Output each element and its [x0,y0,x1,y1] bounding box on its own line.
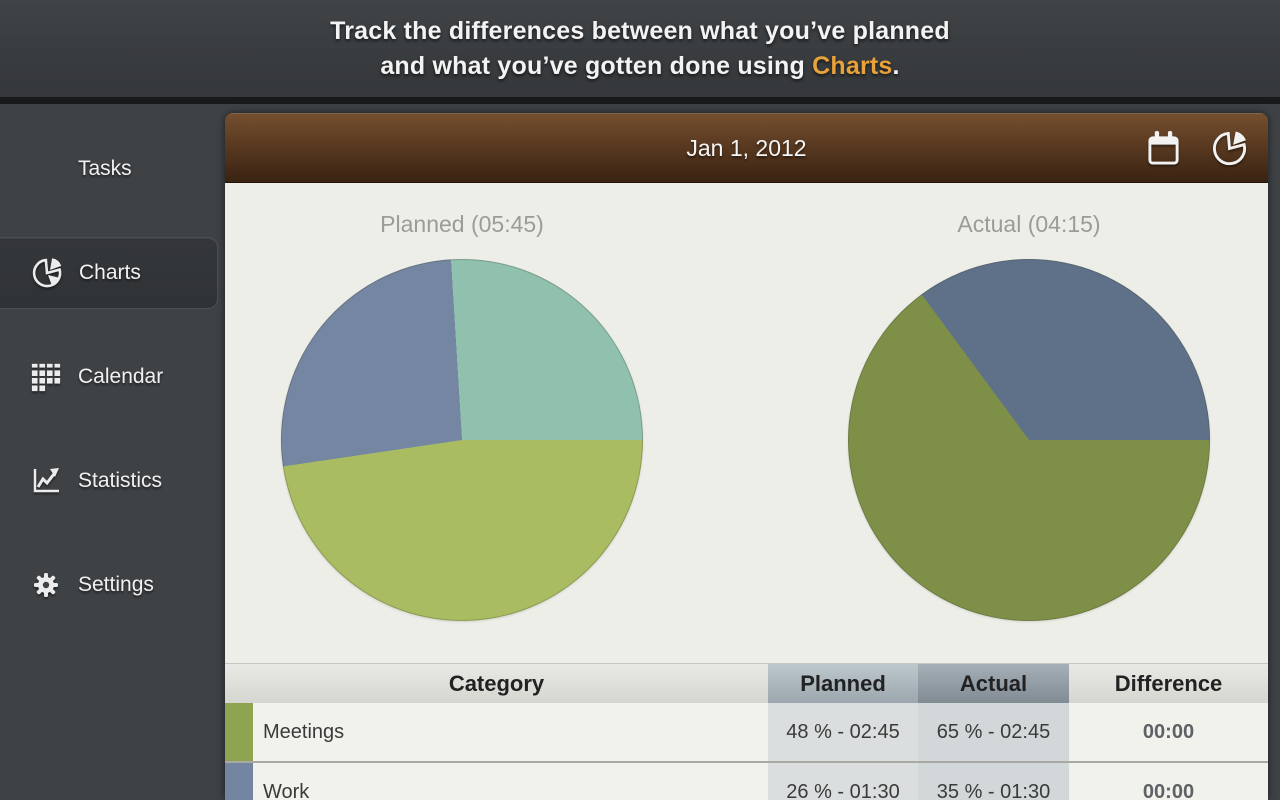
gear-icon [28,570,64,600]
banner-highlight: Charts [812,51,893,80]
category-name: Meetings [263,720,345,743]
sidebar-item-statistics[interactable]: Statistics [0,445,217,517]
header-actions [1146,113,1248,183]
planned-pie-title: Planned (05:45) [380,211,544,237]
difference-value: 00:00 [1142,780,1195,800]
banner-line-2-suffix: . [892,51,900,80]
planned-pie-chart [281,259,643,621]
sidebar-item-label: Charts [79,261,141,284]
column-header-planned: Planned [768,664,918,703]
statistics-icon [28,466,64,496]
banner-line-2: and what you’ve gotten done using Charts… [380,49,899,84]
calendar-icon[interactable] [1146,129,1181,168]
pie-slice-icon[interactable] [1211,130,1248,167]
sidebar-item-label: Tasks [78,157,132,180]
date-title: Jan 1, 2012 [686,135,807,161]
sidebar-item-label: Statistics [78,469,163,492]
category-color-swatch [225,703,253,761]
date-header-bar: Jan 1, 2012 [225,113,1268,183]
sidebar-item-label: Settings [78,573,154,596]
table-header-row: Category Planned Actual Difference [225,663,1268,703]
planned-value: 48 % - 02:45 [768,703,918,761]
banner-separator [0,97,1280,104]
column-header-category: Category [225,664,768,703]
sidebar-item-settings[interactable]: Settings [0,549,217,621]
category-color-swatch [225,763,253,800]
table-row[interactable]: Meetings 48 % - 02:45 65 % - 02:45 00:00 [225,703,1268,763]
sidebar-item-calendar[interactable]: Calendar [0,341,217,413]
planned-value: 26 % - 01:30 [768,763,918,800]
column-header-difference: Difference [1069,664,1268,703]
actual-pie-chart [848,259,1210,621]
calendar-grid-icon [28,361,64,393]
pie-chart-icon [29,257,65,289]
banner-line-2-prefix: and what you’ve gotten done using [380,51,813,80]
sidebar: Tasks Charts Calendar [0,104,225,800]
main-panel: Jan 1, 2012 Planned (05:45) Actual (04:1… [225,113,1268,800]
category-name: Work [263,780,310,800]
actual-pie-title: Actual (04:15) [957,211,1101,237]
actual-value: 65 % - 02:45 [918,703,1069,761]
banner-line-1: Track the differences between what you’v… [330,16,950,45]
table-row[interactable]: Work 26 % - 01:30 35 % - 01:30 00:00 [225,763,1268,800]
actual-value: 35 % - 01:30 [918,763,1069,800]
charts-content: Planned (05:45) Actual (04:15) Category … [225,183,1268,800]
sidebar-item-charts[interactable]: Charts [0,237,218,309]
promo-banner: Track the differences between what you’v… [0,0,1280,97]
difference-value: 00:00 [1142,720,1195,743]
sidebar-item-label: Calendar [78,365,164,388]
comparison-table: Category Planned Actual Difference Meeti… [225,663,1268,800]
column-header-actual: Actual [918,664,1069,703]
sidebar-item-tasks[interactable]: Tasks [0,133,217,205]
